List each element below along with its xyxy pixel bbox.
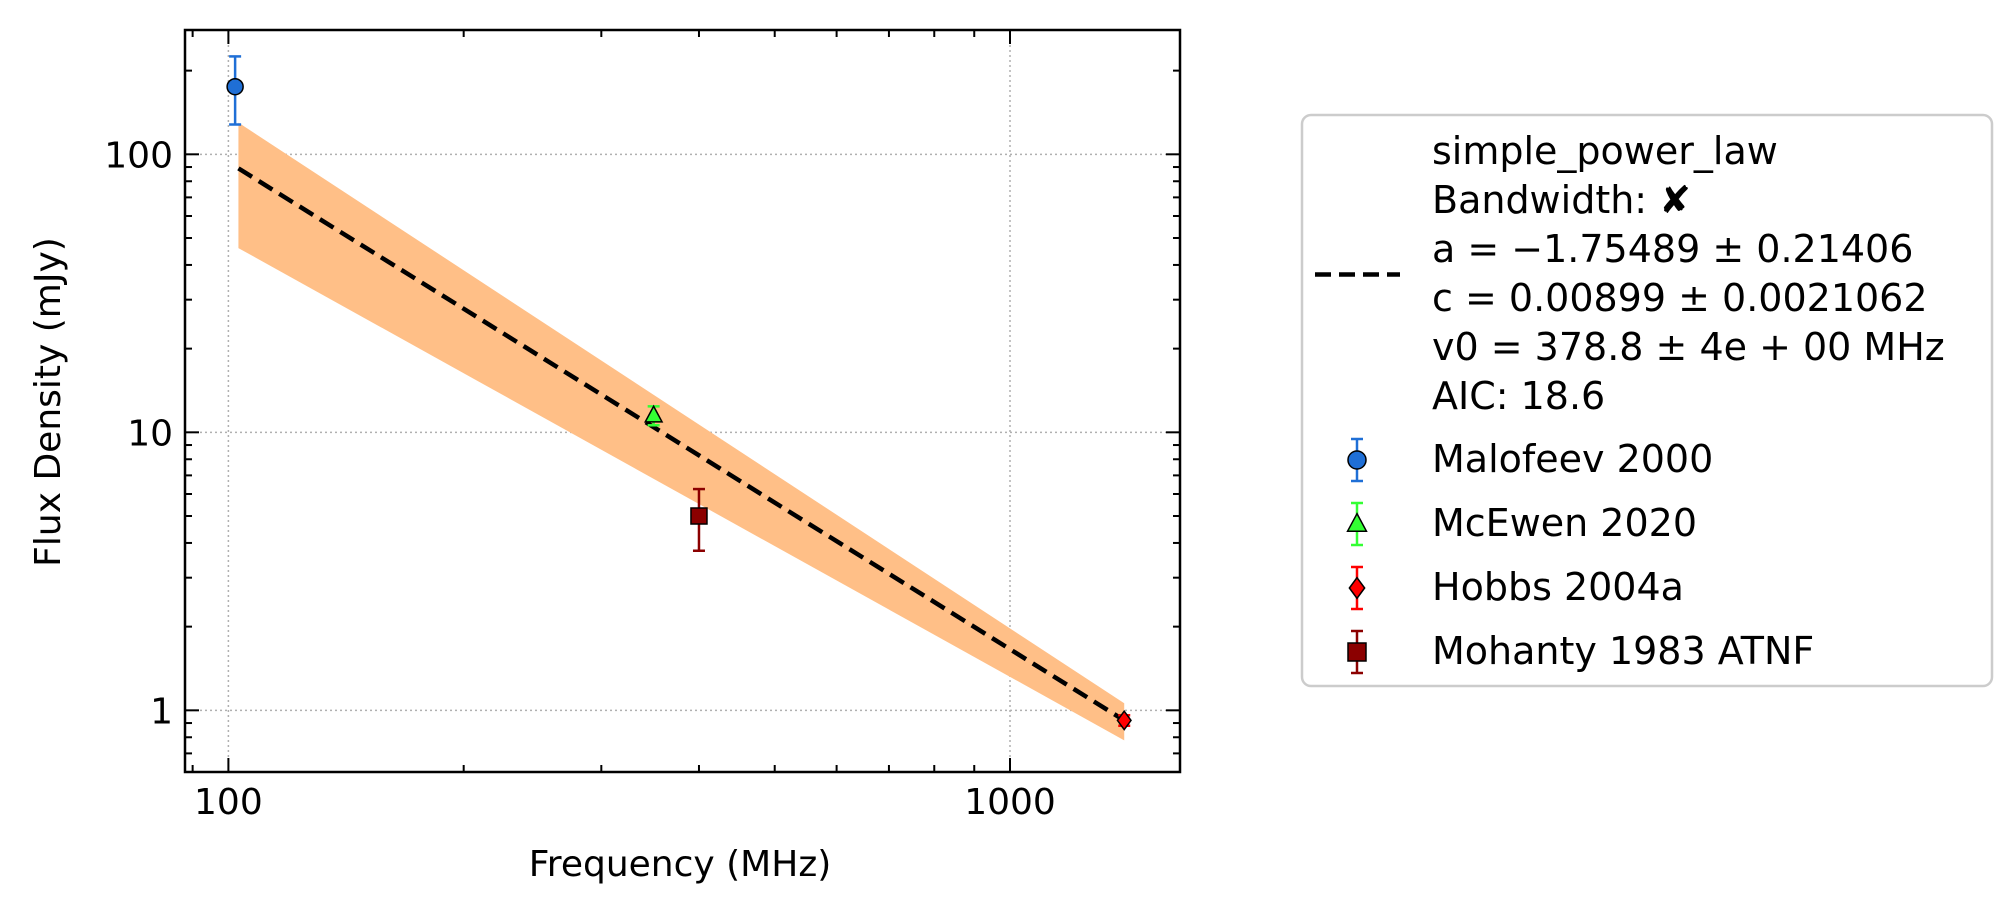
x-tick-label: 1000 (964, 782, 1056, 823)
legend-series-label: Hobbs 2004a (1432, 565, 1684, 609)
legend-fit-text: Bandwidth: ✘ (1432, 178, 1691, 222)
data-point (1116, 709, 1132, 731)
data-points (226, 55, 1132, 731)
data-point (226, 77, 244, 96)
legend-fit-text: simple_power_law (1432, 129, 1778, 173)
x-tick-label: 100 (194, 782, 263, 823)
legend-fit-text: c = 0.00899 ± 0.0021062 (1432, 276, 1928, 320)
legend-series-label: McEwen 2020 (1432, 501, 1697, 545)
legend-marker (1347, 642, 1367, 662)
data-point (643, 404, 664, 423)
legend-series-label: Mohanty 1983 ATNF (1432, 629, 1814, 673)
y-tick-label: 10 (127, 413, 173, 454)
legend-box (1300, 113, 1994, 688)
legend-marker (1347, 450, 1367, 470)
legend-fit-text: a = −1.75489 ± 0.21406 (1432, 227, 1913, 271)
legend-series-label: Malofeev 2000 (1432, 437, 1713, 481)
y-tick-label: 1 (150, 691, 173, 732)
legend: simple_power_law Bandwidth: ✘ a = −1.75489… (1300, 113, 1994, 688)
y-axis-label: Flux Density (mJy) (28, 237, 69, 567)
grid-lines (185, 30, 1180, 772)
fit-uncertainty-band (238, 122, 1125, 741)
legend-marker (1346, 512, 1368, 532)
y-tick-label: 100 (104, 135, 173, 176)
plot-frame (183, 28, 1182, 774)
legend-fit-text: AIC: 18.6 (1432, 374, 1605, 418)
legend-fit-text: v0 = 378.8 ± 4e + 00 MHz (1432, 325, 1945, 369)
tick-labels: 100 1000 1 10 100 (104, 135, 1056, 823)
legend-marker (1348, 576, 1366, 600)
fit-line (237, 166, 1126, 723)
ticks (185, 30, 1180, 773)
data-point (690, 507, 708, 525)
x-axis-label: Frequency (MHz) (529, 844, 832, 885)
